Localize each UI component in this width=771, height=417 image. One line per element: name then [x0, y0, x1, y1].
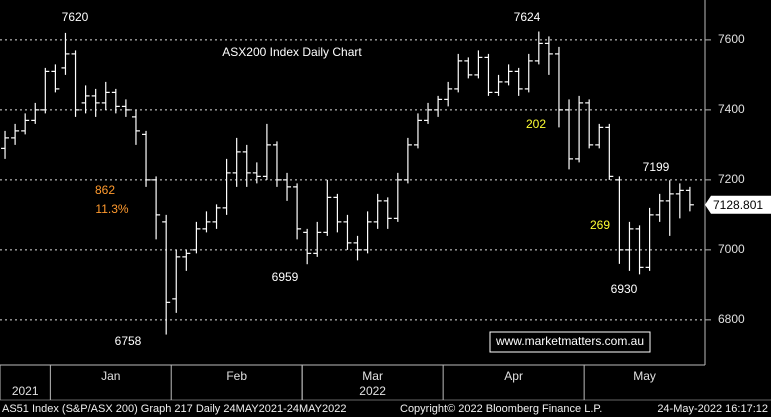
- footer-left: AS51 Index (S&P/ASX 200) Graph 217 Daily…: [2, 403, 346, 415]
- watermark-box: [489, 331, 651, 353]
- y-tick-label: 6800: [718, 312, 745, 326]
- annotation: 202: [526, 117, 546, 131]
- x-tick-label: Jan: [101, 369, 120, 383]
- annotation: 862: [95, 183, 115, 197]
- annotation: 6959: [272, 270, 299, 284]
- annotation: 6930: [611, 282, 638, 296]
- x-tick-label: May: [633, 369, 656, 383]
- y-tick-label: 7000: [718, 242, 745, 256]
- annotation: 7620: [62, 10, 89, 24]
- annotation: 7199: [643, 160, 670, 174]
- annotation: 11.3%: [95, 202, 128, 216]
- annotation: 269: [590, 218, 610, 232]
- footer-right: 24-May-2022 16:17:12: [657, 403, 768, 415]
- annotation: 7624: [514, 10, 541, 24]
- last-price-box: [705, 195, 771, 214]
- chart-title: ASX200 Index Daily Chart: [222, 45, 362, 59]
- footer-center: Copyright© 2022 Bloomberg Finance L.P.: [400, 403, 602, 415]
- x-tick-label: Apr: [504, 369, 523, 383]
- watermark: www.marketmatters.com.au: [495, 334, 644, 348]
- y-tick-label: 7600: [718, 32, 745, 46]
- year-label: 2022: [359, 384, 386, 398]
- last-price-label: 7128.801: [713, 198, 763, 212]
- year-label: 2021: [12, 384, 39, 398]
- y-tick-label: 7200: [718, 172, 745, 186]
- annotation: 6758: [115, 334, 142, 348]
- x-tick-label: Feb: [226, 369, 247, 383]
- y-tick-label: 7400: [718, 102, 745, 116]
- x-tick-label: Mar: [362, 369, 383, 383]
